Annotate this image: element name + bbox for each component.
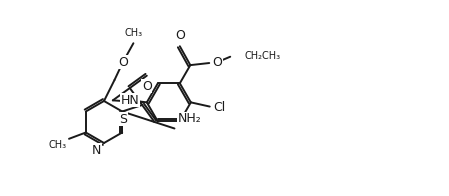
Text: N: N <box>92 144 101 157</box>
Text: NH₂: NH₂ <box>177 113 201 125</box>
Text: O: O <box>212 55 222 69</box>
Text: O: O <box>175 29 185 42</box>
Text: CH₂CH₃: CH₂CH₃ <box>244 51 280 61</box>
Text: S: S <box>119 113 127 125</box>
Text: HN: HN <box>121 94 140 107</box>
Text: CH₃: CH₃ <box>124 28 142 38</box>
Text: O: O <box>118 56 128 69</box>
Text: Cl: Cl <box>214 101 226 114</box>
Text: O: O <box>142 80 152 93</box>
Text: CH₃: CH₃ <box>49 140 67 150</box>
